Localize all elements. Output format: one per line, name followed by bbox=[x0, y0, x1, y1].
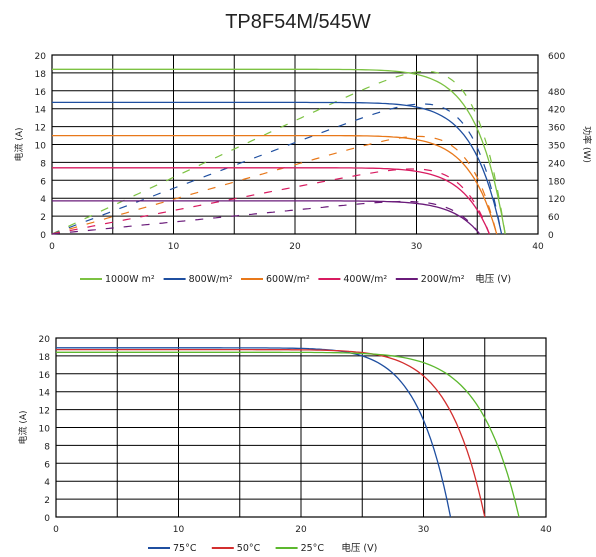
iv-curve bbox=[56, 347, 452, 518]
y-axis-label: 电流 (A) bbox=[17, 410, 29, 444]
iv-curve bbox=[52, 134, 498, 235]
y2-tick-label: 0 bbox=[548, 231, 554, 241]
legend-label: 200W/m² bbox=[421, 274, 465, 285]
y-tick-label: 18 bbox=[35, 70, 47, 80]
y2-tick-label: 420 bbox=[548, 106, 565, 116]
x-tick-label: 30 bbox=[418, 525, 430, 535]
y-tick-label: 8 bbox=[44, 442, 50, 452]
iv-curve bbox=[56, 351, 520, 518]
power-curve bbox=[51, 135, 498, 235]
y-tick-label: 10 bbox=[35, 142, 47, 152]
x-tick-label: 10 bbox=[168, 242, 180, 252]
y-tick-label: 6 bbox=[44, 460, 50, 470]
power-curve bbox=[51, 200, 481, 235]
x-tick-label: 0 bbox=[49, 242, 55, 252]
y-tick-label: 6 bbox=[40, 177, 46, 187]
plot-frame bbox=[51, 54, 539, 235]
legend-label: 400W/m² bbox=[343, 274, 387, 285]
y-tick-label: 0 bbox=[40, 231, 46, 241]
y-tick-label: 12 bbox=[35, 124, 46, 134]
y-tick-label: 2 bbox=[44, 496, 50, 506]
y-tick-label: 10 bbox=[39, 425, 51, 435]
legend-label: 75°C bbox=[173, 543, 197, 553]
iv-curve bbox=[52, 101, 503, 235]
iv-curve bbox=[52, 200, 481, 235]
y-tick-label: 8 bbox=[40, 159, 46, 169]
y-tick-label: 12 bbox=[39, 407, 50, 417]
x-tick-label: 20 bbox=[295, 525, 307, 535]
legend: 1000W m² 800W/m² 600W/m² 400W/m² 200W/m² 电压 (… bbox=[80, 273, 511, 285]
y-tick-label: 20 bbox=[39, 335, 51, 345]
chart-title: TP8F54M/545W bbox=[225, 11, 371, 33]
y2-tick-label: 480 bbox=[548, 88, 565, 98]
legend-label: 1000W m² bbox=[105, 274, 155, 285]
power-curve bbox=[51, 168, 490, 235]
legend-label: 800W/m² bbox=[189, 274, 233, 285]
y-tick-label: 16 bbox=[35, 88, 47, 98]
x-tick-label: 30 bbox=[411, 242, 423, 252]
y2-tick-label: 120 bbox=[548, 195, 565, 205]
power-curve bbox=[51, 70, 506, 235]
legend: 75°C 50°C 25°C 电压 (V) bbox=[148, 542, 377, 554]
iv-curve bbox=[52, 68, 506, 235]
y2-tick-label: 60 bbox=[548, 213, 560, 223]
y-tick-label: 18 bbox=[39, 353, 51, 363]
x-tick-label: 20 bbox=[289, 242, 301, 252]
plot-frame bbox=[55, 337, 547, 518]
y2-tick-label: 600 bbox=[548, 52, 565, 62]
x-tick-label: 0 bbox=[53, 525, 59, 535]
x-axis-label: 电压 (V) bbox=[475, 273, 511, 285]
y2-tick-label: 350 bbox=[548, 142, 565, 152]
y-tick-label: 4 bbox=[40, 195, 46, 205]
y-tick-label: 4 bbox=[44, 478, 50, 488]
legend-label: 25°C bbox=[301, 543, 325, 553]
temperature-chart: 0 2 4 6 8 10 12 14 16 18 20 0 10 20 30 40 电流 (A) 75°C 50°C… bbox=[17, 335, 552, 554]
y2-axis-label: 功率 (W) bbox=[581, 126, 593, 163]
y-tick-label: 20 bbox=[35, 52, 47, 62]
iv-curve bbox=[56, 348, 486, 518]
irradiance-chart: 0 2 4 6 8 10 12 14 16 18 20 0 10 20 30 40 电流 (A) 0 60 120 18… bbox=[13, 52, 593, 285]
y2-tick-label: 240 bbox=[548, 159, 565, 169]
y-axis-label: 电流 (A) bbox=[13, 127, 25, 161]
y-tick-label: 14 bbox=[35, 106, 47, 116]
y-tick-label: 2 bbox=[40, 213, 46, 223]
x-axis-label: 电压 (V) bbox=[341, 542, 377, 553]
iv-curve bbox=[52, 167, 490, 235]
x-tick-label: 40 bbox=[540, 525, 552, 535]
y2-tick-label: 360 bbox=[548, 124, 565, 134]
y-tick-label: 16 bbox=[39, 371, 51, 381]
power-curve bbox=[51, 103, 503, 235]
legend-label: 600W/m² bbox=[266, 274, 310, 285]
y-tick-label: 14 bbox=[39, 389, 51, 399]
x-tick-label: 10 bbox=[173, 525, 185, 535]
y-tick-label: 0 bbox=[44, 514, 50, 524]
legend-label: 50°C bbox=[237, 543, 261, 553]
x-tick-label: 40 bbox=[532, 242, 544, 252]
y2-tick-label: 180 bbox=[548, 177, 565, 187]
